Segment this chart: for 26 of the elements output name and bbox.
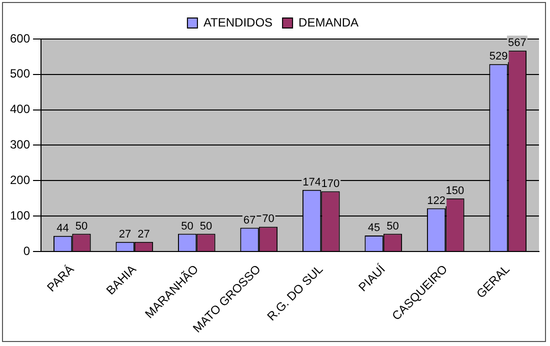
data-label: 50 [181, 220, 194, 232]
data-label: 150 [446, 184, 464, 197]
legend-label: ATENDIDOS [203, 15, 273, 30]
data-label: 174 [302, 176, 321, 188]
data-label: 27 [138, 228, 150, 240]
data-label: 44 [56, 222, 69, 234]
data-label: 45 [368, 222, 380, 234]
data-label: 67 [243, 214, 256, 226]
data-label: 27 [118, 228, 132, 240]
y-tick-label: 0 [23, 244, 30, 258]
data-label: 50 [75, 220, 88, 232]
data-label: 529 [489, 50, 508, 63]
data-label: 170 [321, 178, 340, 190]
y-tick-label: 300 [10, 138, 30, 152]
y-tick-label: 200 [10, 172, 30, 187]
data-label: 567 [508, 37, 526, 50]
y-tick-label: 600 [10, 31, 30, 46]
data-label: 122 [427, 194, 446, 207]
y-tick-label: 400 [10, 102, 30, 116]
y-tick-label: 100 [10, 208, 30, 222]
data-label: 50 [200, 220, 212, 232]
legend-label: DEMANDA [298, 15, 359, 30]
x-tick-label: R.G. DO SUL [264, 262, 326, 324]
y-tick-label: 500 [10, 66, 30, 81]
data-label: 50 [386, 220, 399, 232]
data-label: 70 [262, 213, 274, 226]
